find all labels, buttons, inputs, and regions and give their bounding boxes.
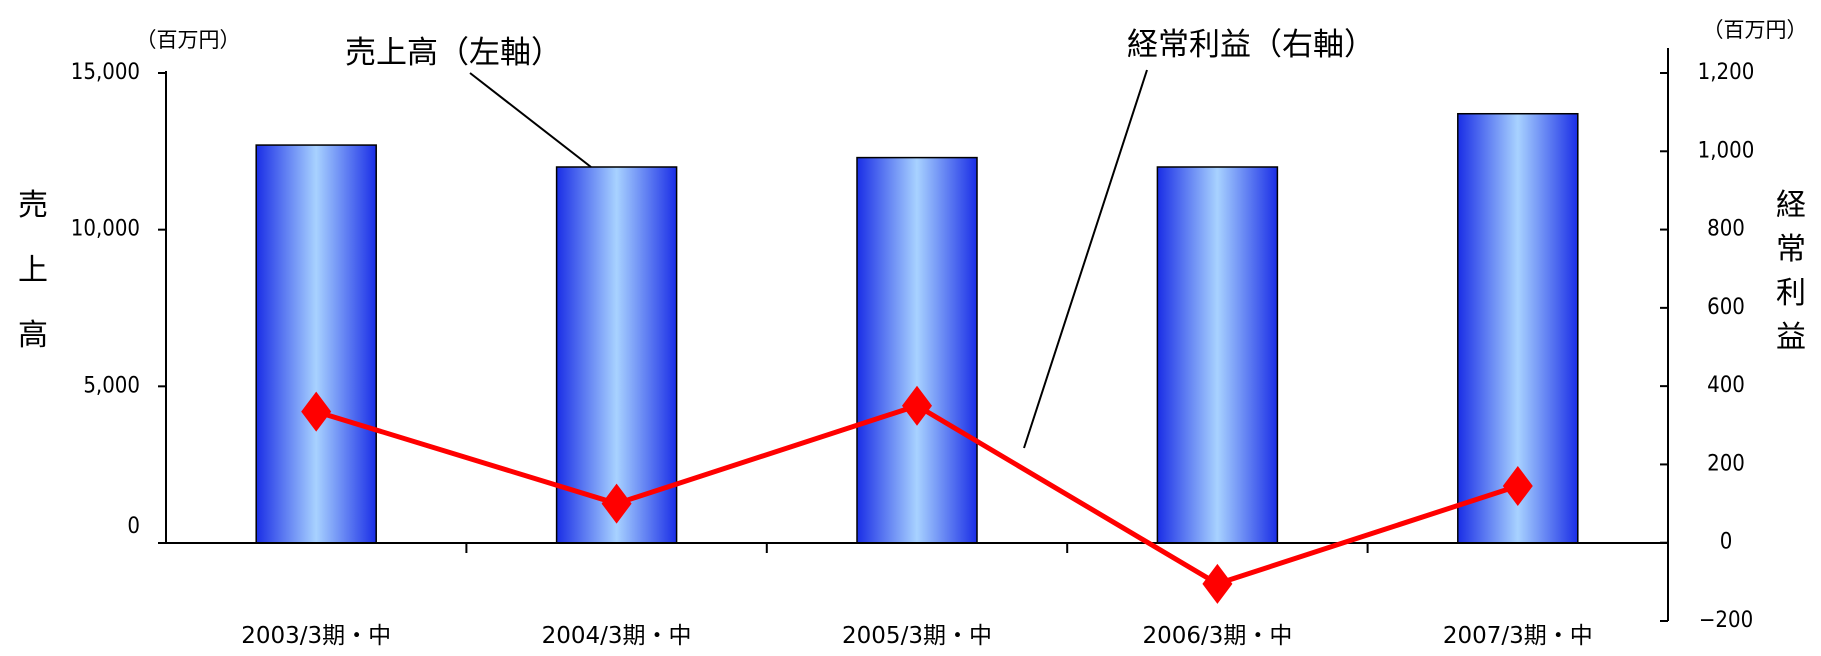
sales-annotation-leader (470, 73, 591, 167)
right-tick-label: 1,200 (1698, 60, 1755, 85)
left-unit-label: （百万円） (136, 28, 241, 52)
right-tick-label: 600 (1707, 295, 1745, 320)
category-label: 2004/3期・中 (542, 623, 692, 649)
right-tick-label: −200 (1699, 608, 1753, 633)
profit-annotation: 経常利益（右軸） (1127, 27, 1375, 63)
right-tick-label: 0 (1720, 530, 1733, 555)
right-tick-label: 200 (1707, 451, 1745, 476)
profit-point (1202, 564, 1232, 604)
right-tick-label: 1,000 (1698, 138, 1755, 163)
category-label: 2003/3期・中 (241, 623, 391, 649)
left-tick-label: 0 (127, 514, 140, 539)
sales-annotation: 売上高（左軸） (345, 35, 562, 71)
right-tick-label: 800 (1707, 217, 1745, 242)
right-tick-label: 400 (1707, 373, 1745, 398)
category-label: 2005/3期・中 (842, 623, 992, 649)
left-tick-label: 10,000 (71, 217, 140, 242)
left-axis-title: 売上高 (18, 188, 48, 353)
category-label: 2007/3期・中 (1443, 623, 1593, 649)
sales-bar (857, 158, 977, 543)
left-tick-label: 5,000 (83, 373, 140, 398)
left-tick-label: 15,000 (71, 60, 140, 85)
category-label: 2006/3期・中 (1142, 623, 1292, 649)
profit-annotation-leader (1024, 70, 1147, 448)
right-axis-title: 経常利益 (1776, 188, 1806, 355)
right-unit-label: （百万円） (1703, 18, 1808, 42)
sales-bars (256, 114, 1578, 543)
sales-bar (1157, 167, 1277, 543)
sales-bar (256, 145, 376, 543)
